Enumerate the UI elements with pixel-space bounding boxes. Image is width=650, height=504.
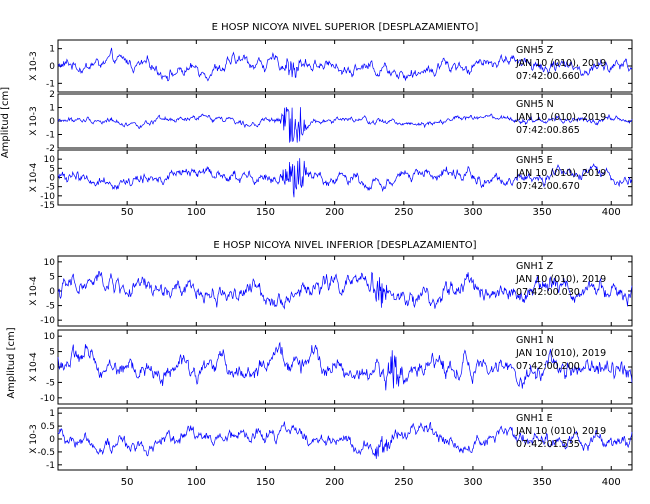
y-tick-label: -2: [46, 144, 55, 154]
date-label: JAN 10 (010), 2019: [515, 58, 606, 69]
waveform-line: [57, 47, 633, 82]
station-label: GNH1 Z: [516, 261, 554, 272]
y-tick-label: -1: [46, 131, 55, 141]
y-tick-label: 0: [49, 435, 55, 445]
time-label: 07:42:00.865: [516, 125, 580, 136]
x-tick-label: 200: [325, 477, 344, 488]
y-tick-label: -1: [46, 79, 55, 89]
station-label: GNH5 N: [516, 99, 554, 110]
date-label: JAN 10 (010), 2019: [515, 348, 606, 359]
y-tick-label: 5: [49, 348, 55, 358]
y-tick-label: -10: [40, 192, 55, 202]
x-tick-label: 350: [533, 207, 552, 218]
y-tick-label: 10: [44, 332, 56, 342]
date-label: JAN 10 (010), 2019: [515, 112, 606, 123]
scale-label: X 10-3: [29, 51, 39, 80]
time-label: 07:42:00.660: [516, 71, 580, 82]
waveform-line: [57, 107, 633, 143]
y-tick-label: 1: [49, 409, 55, 419]
y-tick-label: 0: [49, 117, 55, 127]
scale-label: X 10-4: [29, 352, 39, 382]
chart-title: E HOSP NICOYA NIVEL INFERIOR [DESPLAZAMI…: [213, 240, 476, 251]
x-tick-label: 250: [394, 477, 413, 488]
x-tick-label: 300: [463, 477, 482, 488]
x-tick-label: 100: [187, 477, 206, 488]
trace-panel: 10 5 0 -5 -10: [40, 255, 633, 327]
x-tick-label: 350: [533, 477, 552, 488]
date-label: JAN 10 (010), 2019: [515, 426, 606, 437]
y-tick-label: 10: [44, 155, 56, 165]
y-tick-label: 0: [49, 174, 55, 184]
time-label: 07:42:00.030: [516, 287, 580, 298]
scale-label: X 10-4: [29, 163, 39, 193]
y-tick-label: 1: [49, 104, 55, 114]
x-tick-label: 150: [256, 477, 275, 488]
y-tick-label: 10: [44, 258, 56, 268]
date-label: JAN 10 (010), 2019: [515, 274, 606, 285]
y-tick-label: 0: [49, 62, 55, 72]
y-tick-label: 0: [49, 363, 55, 373]
y-tick-label: -1: [46, 461, 55, 471]
y-axis-label: Amplitud [cm]: [0, 87, 11, 158]
y-tick-label: 2: [49, 90, 55, 100]
chart-title: E HOSP NICOYA NIVEL SUPERIOR [DESPLAZAMI…: [212, 22, 479, 33]
x-tick-label: 250: [394, 207, 413, 218]
time-label: 07:42:01.535: [516, 439, 580, 450]
x-tick-label: 200: [325, 207, 344, 218]
x-tick-label: 100: [187, 207, 206, 218]
y-tick-label: 0: [49, 287, 55, 297]
trace-panel: 1 0.5 0 -0.5 -1: [37, 407, 633, 471]
waveform-line: [57, 341, 633, 391]
station-label: GNH1 E: [516, 413, 553, 424]
y-tick-label: -5: [46, 183, 55, 193]
x-tick-label: 50: [121, 207, 134, 218]
y-axis-label: Amplitud [cm]: [6, 327, 17, 398]
x-tick-label: 50: [121, 477, 134, 488]
x-tick-label: 150: [256, 207, 275, 218]
y-tick-label: 5: [49, 164, 55, 174]
station-label: GNH1 N: [516, 335, 554, 346]
trace-panel: 1 0 -1: [46, 39, 633, 93]
scale-label: X 10-3: [29, 106, 39, 135]
y-tick-label: -0.5: [37, 448, 55, 458]
x-tick-label: 400: [602, 477, 621, 488]
scale-label: X 10-3: [29, 424, 39, 453]
y-tick-label: 5: [49, 272, 55, 282]
waveform-line: [57, 421, 633, 459]
x-tick-label: 400: [602, 207, 621, 218]
waveform-line: [57, 270, 633, 310]
y-tick-label: -10: [40, 394, 55, 404]
scale-label: X 10-4: [29, 276, 39, 306]
station-label: GNH5 Z: [516, 45, 554, 56]
time-label: 07:42:00.670: [516, 181, 580, 192]
trace-panel: 10 5 0 -5 -10: [40, 329, 633, 405]
y-tick-label: 1: [49, 45, 55, 55]
y-tick-label: -15: [40, 201, 55, 211]
trace-panel: 2 1 0 -1 -2: [46, 90, 633, 154]
x-tick-label: 300: [463, 207, 482, 218]
date-label: JAN 10 (010), 2019: [515, 168, 606, 179]
y-tick-label: 0.5: [41, 422, 55, 432]
station-label: GNH5 E: [516, 155, 553, 166]
waveform-line: [57, 158, 633, 198]
y-tick-label: -5: [46, 302, 55, 312]
y-tick-label: -10: [40, 316, 55, 326]
y-tick-label: -5: [46, 378, 55, 388]
time-label: 07:42:00.200: [516, 361, 580, 372]
